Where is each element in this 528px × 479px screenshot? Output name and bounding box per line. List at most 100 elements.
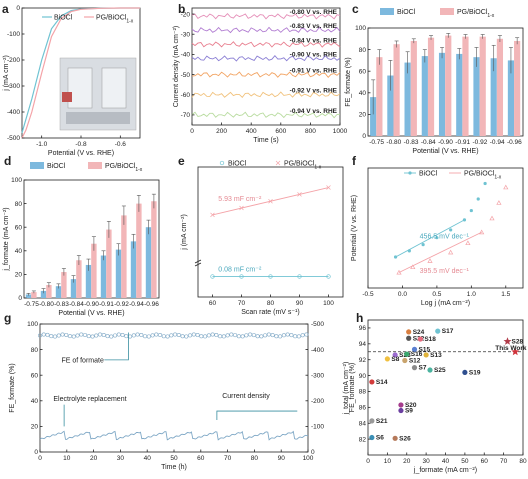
c-xtick-label: -0.94: [490, 139, 505, 146]
g-fe-point: [188, 333, 193, 338]
d-xtick-label: -0.83: [54, 301, 69, 308]
d-bar-0-4: [85, 264, 92, 298]
h-ylabel: FE_formate (%): [349, 363, 356, 412]
g-ytick-right-label: -300: [311, 372, 324, 379]
f-legend-label-0: BiOCl: [419, 171, 438, 178]
f-xtick-label: 0.5: [432, 291, 441, 298]
g-fe-point: [135, 332, 140, 337]
g-fe-point: [150, 333, 155, 338]
b-series-line-6: [191, 111, 341, 119]
g-xtick-label: 80: [251, 455, 259, 462]
d-bar-0-6: [115, 249, 122, 298]
e-axis-break: [194, 259, 202, 264]
d-bar-0-5: [100, 255, 107, 298]
g-fe-point: [128, 334, 133, 339]
f-point-1-5: [479, 229, 485, 235]
h-point-label-16: S20: [405, 402, 417, 409]
g-fe-point: [214, 333, 219, 338]
g-fe-point: [248, 332, 253, 337]
g-fe-point: [37, 333, 42, 338]
g-fe-point: [274, 334, 279, 339]
f-point-1-7: [496, 200, 502, 205]
b-series-line-5: [191, 91, 341, 98]
h-ytick-label: 86: [359, 405, 367, 412]
g-fe-annotation: FE of formate: [61, 357, 104, 364]
b-xtick-label: 0: [190, 128, 194, 135]
b-plot-frame: [191, 7, 341, 126]
a-xtick-label: -0.6: [115, 141, 127, 148]
a-ytick-label: -300: [7, 83, 20, 90]
g-fe-point: [236, 334, 241, 339]
h-ytick-label: 90: [359, 373, 367, 380]
h-point-label-12: S7: [419, 365, 427, 372]
e-point-0-4: [326, 274, 331, 279]
b-xtick-label: 200: [216, 128, 227, 135]
g-fe-point: [158, 333, 163, 338]
c-bar-0-8: [507, 60, 515, 136]
g-fe-point: [304, 332, 309, 337]
f-point-0-6: [469, 208, 473, 213]
e-xtick-label: 90: [296, 300, 304, 307]
d-bar-1-5: [106, 229, 112, 298]
g-fe-point: [120, 332, 125, 337]
f-point-0-8: [483, 181, 487, 186]
h-point-label-17: S9: [405, 408, 413, 415]
c-ytick-label: 0: [362, 133, 366, 140]
c-bar-0-6: [473, 57, 480, 136]
f-point-1-0: [396, 269, 402, 275]
g-fe-point: [105, 334, 110, 339]
h-xtick-label: 60: [481, 458, 489, 465]
g-fe-point: [113, 333, 118, 338]
d-bar-1-1: [46, 285, 52, 298]
g-xtick-label: 0: [38, 455, 42, 462]
b-series-line-0: [191, 13, 341, 20]
g-fe-point: [45, 332, 50, 337]
h-point-16: [398, 402, 404, 408]
c-xtick-label: -0.90: [438, 139, 453, 146]
c-bar-1-6: [479, 36, 486, 136]
h-point-label-10: S8: [391, 356, 399, 363]
e-point-0-1: [239, 274, 244, 279]
g-fe-point: [79, 332, 84, 337]
e-point-0-2: [268, 274, 273, 279]
h-xtick-label: 30: [423, 458, 431, 465]
g-fe-point: [244, 333, 249, 338]
h-ytick-label: 94: [359, 341, 367, 348]
h-point-19: [369, 434, 375, 441]
f-xlabel: Log j (mA cm⁻²): [421, 300, 470, 307]
h-point-label-5: This Work: [495, 345, 527, 352]
g-fe-point: [199, 334, 204, 339]
g-fe-point: [71, 334, 76, 339]
c-bar-1-4: [445, 35, 452, 137]
h-point-label-9: S13: [430, 352, 442, 359]
b-xtick-label: 600: [275, 128, 286, 135]
g-xtick-label: 100: [303, 455, 314, 462]
c-bar-0-7: [490, 58, 497, 136]
h-point-20: [392, 435, 398, 441]
g-fe-point: [233, 333, 238, 338]
e-point-0-3: [297, 274, 302, 279]
g-fe-point: [90, 334, 95, 339]
d-xlabel: Potential (V vs. RHE): [58, 310, 124, 317]
b-series-line-2: [191, 41, 341, 48]
d-legend-label-1: PG/BiOCl1-x: [105, 163, 143, 173]
h-point-label-1: S17: [442, 328, 454, 335]
b-series-label-4: -0.91 V vs. RHE: [290, 68, 338, 75]
h-xtick-label: 80: [519, 458, 527, 465]
g-ylabel-right: j_total (mA cm⁻²): [343, 362, 350, 416]
h-point-label-3: S18: [424, 336, 436, 343]
g-ytick-right-label: -500: [311, 321, 324, 328]
b-ytick-label: -20: [181, 11, 191, 18]
g-fe-point: [221, 334, 226, 339]
e-xtick-label: 60: [209, 300, 217, 307]
g-fe-arrow: [104, 332, 129, 361]
f-point-0-7: [476, 197, 480, 201]
g-fe-point: [83, 332, 88, 337]
a-ytick-label: -500: [7, 135, 20, 142]
g-fe-point: [53, 334, 58, 339]
d-xtick-label: -0.90: [84, 301, 99, 308]
g-fe-point: [263, 333, 268, 338]
f-point-0-4: [449, 228, 453, 232]
b-xlabel: Time (s): [253, 137, 278, 144]
g-fe-point: [60, 332, 65, 337]
